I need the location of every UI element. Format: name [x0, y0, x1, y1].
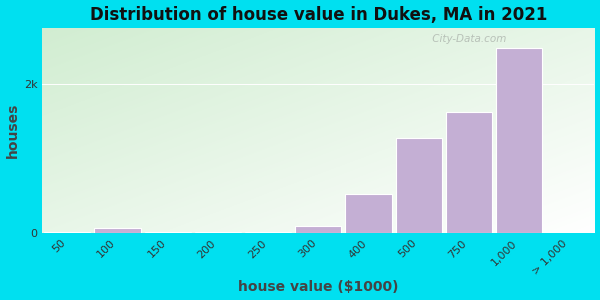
- Bar: [446, 112, 492, 233]
- Bar: [295, 226, 341, 233]
- X-axis label: house value ($1000): house value ($1000): [238, 280, 398, 294]
- Bar: [44, 232, 91, 233]
- Bar: [145, 232, 191, 233]
- Bar: [195, 232, 241, 233]
- Bar: [496, 48, 542, 233]
- Title: Distribution of house value in Dukes, MA in 2021: Distribution of house value in Dukes, MA…: [89, 6, 547, 24]
- Text: City-Data.com: City-Data.com: [429, 34, 506, 44]
- Bar: [395, 138, 442, 233]
- Y-axis label: houses: houses: [5, 103, 20, 158]
- Bar: [245, 232, 291, 233]
- Bar: [94, 228, 140, 233]
- Bar: [346, 194, 392, 233]
